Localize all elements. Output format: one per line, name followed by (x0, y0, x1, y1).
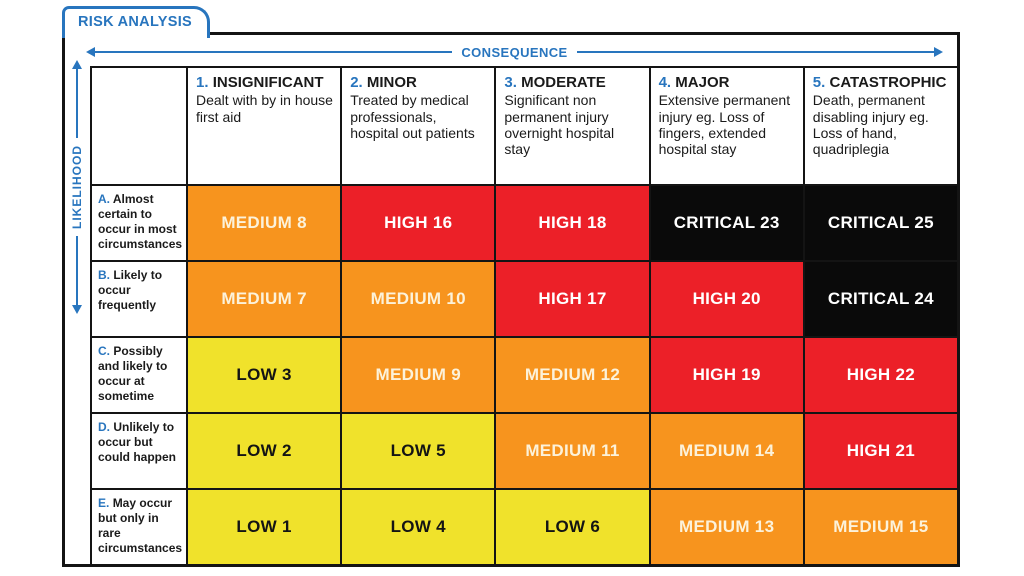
risk-cell-a3: HIGH 18 (496, 186, 649, 260)
risk-cell-c3: MEDIUM 12 (496, 338, 649, 412)
column-number: 2. (350, 74, 363, 91)
row-letter: A. (98, 192, 110, 206)
row-header-c: C. Possibly and likely to occur at somet… (92, 338, 186, 412)
column-title: 2. MINOR (350, 74, 488, 91)
risk-cell-d3: MEDIUM 11 (496, 414, 649, 488)
column-desc: Extensive permanent injury eg. Loss of f… (658, 92, 791, 158)
risk-cell-b5: CRITICAL 24 (804, 262, 957, 336)
column-title: 5. CATASTROPHIC (813, 74, 951, 91)
column-desc: Dealt with by in house first aid (196, 92, 333, 125)
likelihood-axis-label: LIKELIHOOD (70, 145, 84, 229)
risk-cell-c1: LOW 3 (188, 338, 341, 412)
column-title: 3. MODERATE (504, 74, 642, 91)
risk-cell-c2: MEDIUM 9 (342, 338, 495, 412)
consequence-axis-label: CONSEQUENCE (461, 44, 568, 60)
risk-cell-a4: CRITICAL 23 (650, 186, 803, 260)
row-header-e: E. May occur but only in rare circumstan… (92, 490, 186, 564)
column-header-minor: 2. MINOR Treated by medical professional… (342, 68, 495, 184)
axis-line (95, 51, 453, 53)
column-header-catastrophic: 5. CATASTROPHIC Death, permanent disabli… (804, 68, 957, 184)
column-title: 1. INSIGNIFICANT (196, 74, 334, 91)
column-title-text: CATASTROPHIC (829, 74, 947, 91)
column-desc: Significant non permanent injury overnig… (504, 92, 615, 158)
column-desc: Treated by medical professionals, hospit… (350, 92, 475, 141)
risk-cell-e1: LOW 1 (188, 490, 341, 564)
arrow-down-icon (72, 305, 82, 314)
column-number: 4. (658, 74, 672, 91)
column-title-text: MAJOR (675, 74, 730, 91)
row-letter: E. (98, 496, 110, 510)
arrow-left-icon (86, 47, 95, 57)
consequence-axis: CONSEQUENCE (86, 44, 943, 60)
row-header-a: A. Almost certain to occur in most circu… (92, 186, 186, 260)
column-title-text: MODERATE (521, 74, 606, 91)
row-desc: May occur but only in rare circumstances (98, 496, 183, 555)
risk-cell-d5: HIGH 21 (804, 414, 957, 488)
risk-matrix-table: 1. INSIGNIFICANT Dealt with by in house … (90, 66, 957, 564)
row-header-d: D. Unlikely to occur but could happen (92, 414, 186, 488)
risk-cell-b2: MEDIUM 10 (342, 262, 495, 336)
risk-cell-d2: LOW 5 (342, 414, 495, 488)
column-number: 1. (196, 74, 209, 91)
row-desc: Almost certain to occur in most circumst… (98, 192, 183, 251)
risk-cell-a5: CRITICAL 25 (804, 186, 957, 260)
risk-cell-e2: LOW 4 (342, 490, 495, 564)
row-letter: C. (98, 344, 110, 358)
column-header-moderate: 3. MODERATE Significant non permanent in… (496, 68, 649, 184)
row-header-b: B. Likely to occur frequently (92, 262, 186, 336)
risk-cell-e3: LOW 6 (496, 490, 649, 564)
risk-cell-e5: MEDIUM 15 (804, 490, 957, 564)
risk-analysis-tab-label: RISK ANALYSIS (78, 13, 193, 30)
arrow-right-icon (934, 47, 943, 57)
risk-cell-b4: HIGH 20 (650, 262, 803, 336)
arrow-up-icon (72, 60, 82, 69)
column-title-text: MINOR (366, 74, 417, 91)
risk-cell-a2: HIGH 16 (342, 186, 495, 260)
risk-cell-d4: MEDIUM 14 (650, 414, 803, 488)
column-number: 5. (812, 74, 826, 91)
axis-line (576, 51, 934, 53)
risk-analysis-tab: RISK ANALYSIS (62, 6, 210, 38)
axis-line (76, 236, 78, 305)
column-number: 3. (504, 74, 517, 91)
matrix-frame: CONSEQUENCE LIKELIHOOD 1. INSIGNIFICANT … (62, 32, 960, 567)
risk-cell-d1: LOW 2 (188, 414, 341, 488)
row-desc: Likely to occur frequently (98, 268, 163, 312)
row-letter: D. (98, 420, 110, 434)
risk-cell-a1: MEDIUM 8 (188, 186, 341, 260)
risk-cell-b1: MEDIUM 7 (188, 262, 341, 336)
risk-cell-b3: HIGH 17 (496, 262, 649, 336)
column-header-major: 4. MAJOR Extensive permanent injury eg. … (650, 68, 803, 184)
corner-cell (92, 68, 186, 184)
likelihood-axis: LIKELIHOOD (70, 60, 84, 314)
column-title-text: INSIGNIFICANT (212, 74, 324, 91)
column-desc: Death, permanent disabling injury eg. Lo… (812, 92, 929, 158)
axis-line (76, 69, 78, 138)
risk-cell-c4: HIGH 19 (650, 338, 803, 412)
row-desc: Unlikely to occur but could happen (98, 420, 176, 464)
column-header-insignificant: 1. INSIGNIFICANT Dealt with by in house … (188, 68, 341, 184)
risk-cell-e4: MEDIUM 13 (650, 490, 803, 564)
row-desc: Possibly and likely to occur at sometime (98, 344, 168, 403)
row-letter: B. (98, 268, 110, 282)
column-title: 4. MAJOR (659, 74, 797, 91)
risk-cell-c5: HIGH 22 (804, 338, 957, 412)
